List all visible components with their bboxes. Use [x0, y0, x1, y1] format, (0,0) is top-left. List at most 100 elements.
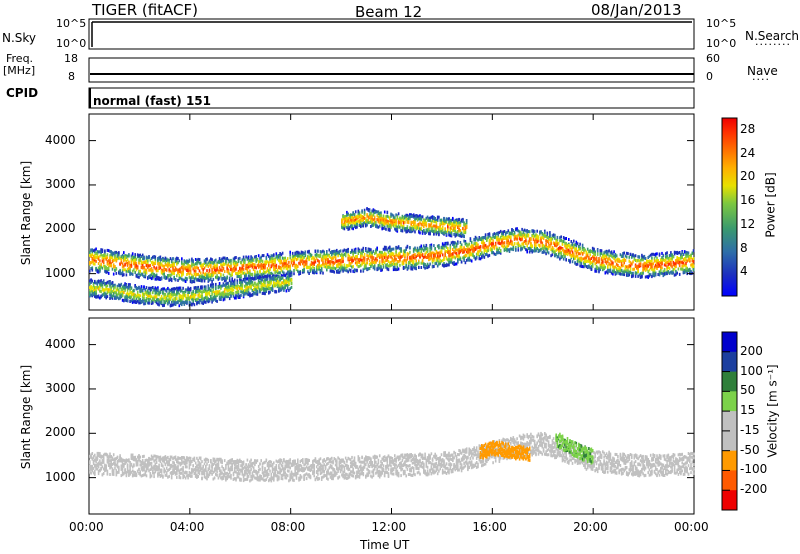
power-cell	[591, 249, 594, 253]
power-cell	[140, 266, 143, 270]
power-cell	[546, 248, 549, 252]
power-cell	[199, 275, 202, 278]
power-cell	[523, 234, 526, 238]
power-cell	[613, 254, 615, 258]
power-cell	[609, 269, 612, 273]
power-cell	[297, 250, 299, 254]
power-cell	[143, 275, 145, 279]
power-cell	[208, 293, 211, 297]
power-cell	[138, 271, 140, 275]
power-cell	[125, 294, 128, 298]
power-cell	[96, 250, 99, 254]
power-cell	[147, 276, 149, 280]
power-cell	[521, 246, 523, 250]
power-cell	[232, 269, 235, 272]
power-cell	[352, 269, 354, 273]
power-cell	[303, 255, 305, 259]
power-cell	[440, 251, 443, 255]
power-cell	[458, 255, 460, 259]
power-cell	[174, 278, 177, 281]
power-cell	[303, 260, 305, 264]
power-cell	[323, 252, 325, 256]
power-cell	[95, 259, 97, 263]
power-cell	[607, 268, 609, 272]
power-cell	[370, 262, 372, 265]
power-cell	[328, 248, 331, 252]
power-cell	[158, 265, 160, 269]
power-cell	[257, 254, 260, 258]
power-cell	[657, 264, 659, 268]
power-cell	[677, 258, 680, 262]
power-cell	[199, 279, 202, 283]
power-cell	[213, 295, 216, 299]
power-cell	[313, 257, 315, 261]
power-cell	[181, 262, 183, 266]
power-cell	[130, 286, 133, 290]
power-cell	[454, 249, 457, 253]
power-cell	[651, 262, 653, 266]
power-cell	[182, 286, 184, 290]
power-cell	[347, 249, 349, 253]
power-cell	[625, 269, 628, 273]
power-cell	[251, 258, 254, 262]
power-cell	[164, 301, 167, 305]
power-cell	[188, 298, 191, 301]
power-cell	[560, 251, 562, 255]
power-cell	[317, 265, 319, 269]
power-cell	[120, 287, 123, 291]
power-cell	[114, 268, 116, 272]
power-cell	[201, 301, 203, 305]
power-cell	[269, 283, 271, 287]
power-cell	[278, 271, 280, 275]
power-cell	[191, 292, 193, 296]
power-cell	[612, 263, 614, 267]
power-cell	[610, 262, 613, 266]
power-cell	[196, 290, 198, 294]
power-cell	[668, 254, 671, 257]
power-cell	[415, 255, 417, 259]
power-cell	[599, 249, 602, 253]
power-cell	[289, 266, 291, 270]
power-cell	[605, 251, 608, 255]
power-cell	[565, 258, 567, 262]
power-cell	[97, 266, 100, 270]
power-cell	[428, 253, 430, 256]
power-cell	[373, 252, 376, 256]
power-cell	[339, 258, 342, 262]
power-cell	[462, 248, 464, 252]
power-cell	[91, 260, 94, 264]
power-cell	[562, 240, 565, 243]
power-cell	[266, 280, 269, 284]
power-cell	[317, 267, 319, 271]
power-cell	[99, 285, 101, 289]
power-cell	[318, 265, 320, 269]
power-cell	[310, 253, 313, 257]
power-cell	[562, 248, 565, 252]
power-cell	[143, 292, 145, 296]
power-cell	[309, 265, 312, 269]
power-cell	[319, 264, 322, 268]
power-cell	[433, 244, 435, 248]
power-cell	[395, 253, 397, 257]
power-cell	[100, 248, 102, 252]
power-cell	[92, 262, 95, 266]
power-cell	[208, 273, 211, 277]
power-cell	[159, 266, 162, 270]
power-cell	[682, 268, 685, 272]
power-cell	[475, 236, 478, 240]
power-cell	[101, 283, 104, 286]
power-cell	[197, 266, 199, 270]
power-cell	[450, 241, 453, 245]
power-cell	[668, 262, 671, 266]
power-cell	[102, 258, 105, 262]
power-cell	[479, 248, 482, 252]
power-cell	[126, 288, 129, 292]
power-cell	[274, 258, 276, 262]
power-cell	[247, 265, 250, 269]
power-cell	[289, 253, 291, 257]
power-cell	[463, 258, 465, 262]
power-cell	[187, 297, 189, 301]
power-cell	[341, 252, 343, 256]
power-cell	[126, 258, 129, 262]
power-cell	[536, 247, 538, 250]
